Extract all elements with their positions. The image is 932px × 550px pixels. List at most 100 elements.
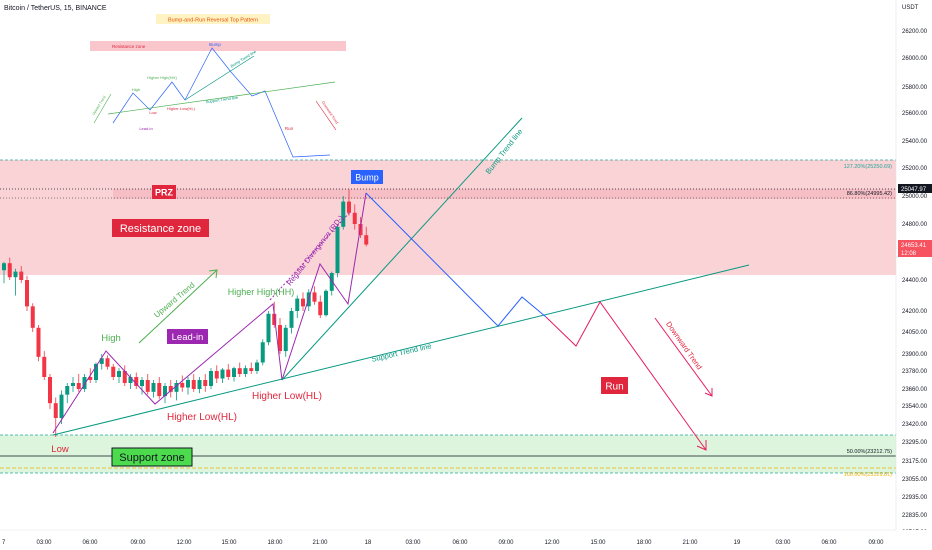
resistance-zone-box[interactable] [112,219,209,237]
support-zone-box[interactable] [111,447,193,467]
inset-down-arrow [315,100,337,131]
higher-high-label: Higher High(HH) [228,287,295,297]
candle-body [209,371,213,386]
fib-label-868: 86.80%(24995.42) [847,191,892,197]
time-tick-label: 18:00 [636,540,652,546]
candle-body [76,383,81,389]
inset-diagram: Bump-and-Run Reversal Top Pattern Resist… [90,14,346,158]
run-label: Run [605,382,623,393]
time-tick-label: 21:00 [682,540,698,546]
time-tick-label: 03:00 [36,540,52,546]
inset-zigzag [112,47,331,158]
lead-in-zigzag [52,192,367,434]
bump-trend-line [281,117,523,381]
time-tick-label: 06:00 [821,540,837,546]
time-tick-label: 19 [734,540,741,546]
time-axis-bg[interactable] [0,530,932,550]
price-tick-label: 23295.00 [902,440,928,446]
price-tick-label: 26200.00 [902,29,928,35]
candle-body [128,377,133,383]
candle-body [145,380,150,392]
fib-label-100: 100.00%(23129.81) [844,472,892,478]
candle-body [237,368,242,374]
low-label: Low [51,444,69,455]
price-tick-label: 25200.00 [902,166,928,172]
downward-trend-label: Downward Trend [664,320,704,372]
prz-band [113,189,896,199]
inset-resistance-band [90,41,346,51]
prz-box[interactable] [152,185,176,199]
candle-body [59,394,64,418]
last-price-text: 25047.97 [901,187,927,193]
resistance-zone-band [0,160,896,275]
inset-title-bg [156,14,270,24]
support-trend-label: Support Trend line [371,341,433,364]
candle-body [243,368,248,374]
candle-body [278,325,282,352]
current-price-text: 24653.41 [901,243,927,249]
candle-body [203,380,208,386]
time-tick-label: 18 [365,540,372,546]
countdown-text: 12:08 [901,251,917,257]
inset-resistance-label: Resistance zone [112,44,146,49]
price-tick-label: 25400.00 [902,139,928,145]
candle-body [48,377,52,404]
currency-label: USDT [902,5,919,11]
price-tick-label: 23540.00 [902,404,928,410]
lead-in-label: Lead-in [172,332,204,343]
candle-body [157,383,162,397]
lead-in-box[interactable] [167,329,208,344]
candle-body [88,377,93,380]
price-tick-label: 23175.00 [902,459,928,465]
candle-body [99,358,104,364]
inset-run-label: Run [285,126,294,131]
downward-arrow [654,317,713,397]
candle-body [329,273,334,291]
time-tick-label: 12:00 [544,540,560,546]
inset-title: Bump-and-Run Reversal Top Pattern [168,18,258,24]
candle-body [324,290,328,316]
fib-label-50: 50.00%(23212.75) [847,449,892,455]
price-axis-bg[interactable] [896,0,932,550]
fib-label-127: 127.20%(25250.69) [844,164,892,170]
time-tick-label: 03:00 [775,540,791,546]
candle-body [134,377,139,386]
support-zone-label: Support zone [119,452,184,464]
candle-body [180,383,185,388]
candle-body [7,263,12,278]
resistance-zone-label: Resistance zone [120,223,201,235]
candle-body [122,371,127,383]
price-tick-label: 23420.00 [902,422,928,428]
time-tick-label: 15:00 [221,540,237,546]
inset-bumptrend-label: Bump Trend line [230,48,258,68]
candle-body [111,366,116,377]
price-tick-label: 23055.00 [902,477,928,483]
candle-body [220,369,225,379]
inset-bump-line [184,55,255,101]
candle-body [255,362,259,371]
price-tick-label: 25600.00 [902,111,928,117]
candle-body [335,226,340,273]
candle-body [347,201,351,213]
run-box[interactable] [601,377,628,394]
candle-body [232,368,236,377]
candle-body [318,301,323,316]
higher-low-label-2: Higher Low(HL) [252,391,322,402]
candles-series [2,189,369,437]
run-arrow-head [696,440,707,451]
candle-body [197,380,202,389]
price-tick-label: 25000.00 [902,194,928,200]
time-tick-label: 12:00 [176,540,192,546]
bump-label: Bump [355,173,379,183]
candle-body [105,358,110,367]
candle-body [301,298,305,307]
candle-body [295,298,300,311]
candle-body [249,368,254,371]
price-tick-label: 26000.00 [902,56,928,62]
price-tick-label: 24400.00 [902,278,928,284]
candle-body [19,271,24,280]
candle-body [174,383,179,392]
price-tick-label: 24200.00 [902,309,928,315]
bump-box[interactable] [351,170,383,184]
